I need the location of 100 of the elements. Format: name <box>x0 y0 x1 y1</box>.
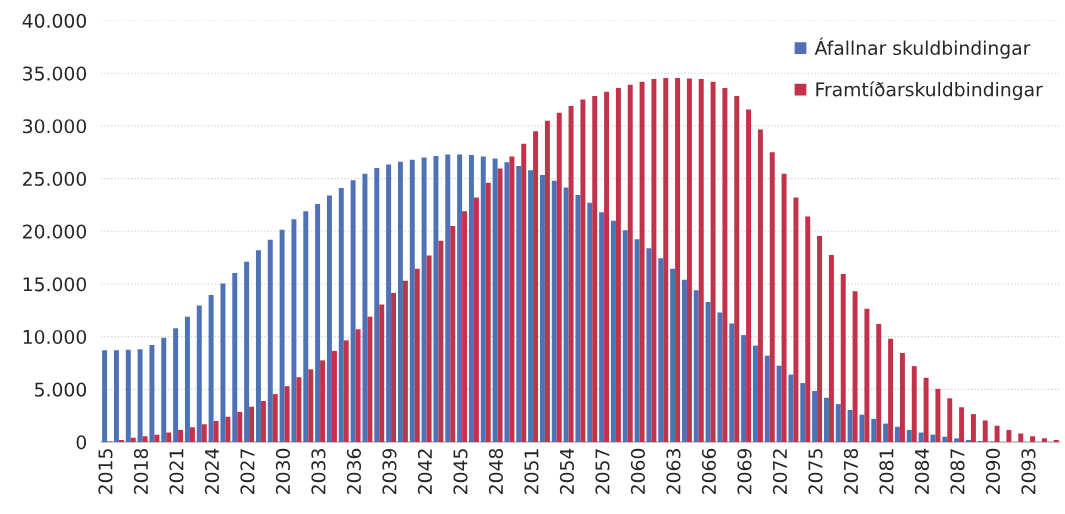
bar <box>788 374 794 443</box>
x-tick-label: 2087 <box>950 449 965 494</box>
bar <box>196 305 202 443</box>
bar <box>255 250 261 443</box>
bar <box>698 79 704 443</box>
x-tick-label: 2054 <box>559 448 575 494</box>
bar <box>793 197 799 443</box>
x-tick-label: 2021 <box>169 449 184 494</box>
bar <box>142 436 148 443</box>
bar <box>379 304 385 443</box>
bar <box>627 84 633 443</box>
bar <box>326 195 332 443</box>
legend-label: Áfallnar skuldbindingar <box>814 37 1031 59</box>
bar <box>852 291 858 443</box>
bar <box>622 230 628 443</box>
x-tick-label: 2063 <box>666 449 681 494</box>
bar <box>220 283 226 443</box>
bar <box>291 219 297 443</box>
bar <box>954 438 960 443</box>
bar <box>237 412 243 443</box>
x-tick-label: 2084 <box>914 448 930 494</box>
y-tick-label: 35.000 <box>23 66 87 81</box>
bar <box>173 328 179 443</box>
bar <box>272 394 278 443</box>
x-tick-label: 2024 <box>204 448 220 494</box>
x-tick-label: 2078 <box>843 448 859 494</box>
bar <box>970 414 976 443</box>
bar <box>959 407 965 443</box>
bar <box>675 77 681 443</box>
bar <box>722 88 728 443</box>
bar <box>118 439 124 443</box>
bar <box>161 337 167 443</box>
x-tick-label: 2081 <box>879 449 894 494</box>
bar <box>876 324 882 443</box>
bar <box>883 423 889 443</box>
y-tick-label: 10.000 <box>23 329 87 345</box>
bar <box>828 255 834 443</box>
bar <box>149 345 155 443</box>
bar <box>303 211 309 443</box>
bar <box>551 180 557 443</box>
bar <box>776 365 782 443</box>
bar <box>800 383 806 443</box>
bar <box>693 290 699 443</box>
x-tick-label: 2051 <box>524 449 539 494</box>
bar <box>781 173 787 443</box>
bar <box>125 349 131 443</box>
bar <box>539 174 545 443</box>
bar <box>178 429 184 443</box>
y-tick-label: 0 <box>76 435 87 450</box>
bar <box>817 236 823 443</box>
x-tick-label: 2093 <box>1021 449 1036 494</box>
x-tick-label: 2066 <box>701 448 717 494</box>
x-tick-label: 2072 <box>772 449 788 494</box>
bar <box>859 414 865 443</box>
bar <box>965 439 971 443</box>
bar <box>414 268 420 443</box>
bar <box>528 170 534 443</box>
x-tick-label: 2030 <box>275 448 291 494</box>
bar <box>734 95 740 443</box>
bar <box>930 434 936 443</box>
bar <box>509 156 515 443</box>
bar <box>208 295 214 443</box>
bar <box>639 81 645 443</box>
bar <box>899 353 905 443</box>
x-tick-label: 2036 <box>346 448 362 494</box>
bar <box>840 273 846 443</box>
bar <box>450 226 456 443</box>
bar <box>362 173 368 443</box>
bar <box>580 99 586 443</box>
bar <box>433 155 439 443</box>
bar <box>338 188 344 443</box>
bar <box>355 329 361 443</box>
bar <box>350 180 356 443</box>
x-tick-label: 2018 <box>133 448 149 494</box>
bar <box>201 424 207 443</box>
bar <box>1006 429 1012 443</box>
bar <box>213 420 219 443</box>
bar <box>521 143 527 443</box>
bar <box>670 268 676 443</box>
bar <box>906 429 912 443</box>
bar <box>610 220 616 443</box>
bar <box>296 377 302 443</box>
y-tick-label: 5.000 <box>35 382 87 397</box>
bar <box>367 316 373 443</box>
bar <box>468 154 474 443</box>
bar <box>911 366 917 443</box>
bar <box>189 427 195 443</box>
bar <box>994 425 1000 443</box>
x-tick-label: 2039 <box>382 448 397 494</box>
x-tick-label: 2048 <box>488 448 504 494</box>
bar <box>544 120 550 443</box>
x-tick-label: 2057 <box>595 449 610 494</box>
x-tick-label: 2060 <box>630 448 646 494</box>
bar <box>686 78 692 443</box>
bar <box>426 255 432 443</box>
bar <box>947 398 953 443</box>
bar <box>812 390 818 443</box>
bar <box>445 154 451 443</box>
bar <box>102 350 108 443</box>
bar <box>267 239 273 443</box>
